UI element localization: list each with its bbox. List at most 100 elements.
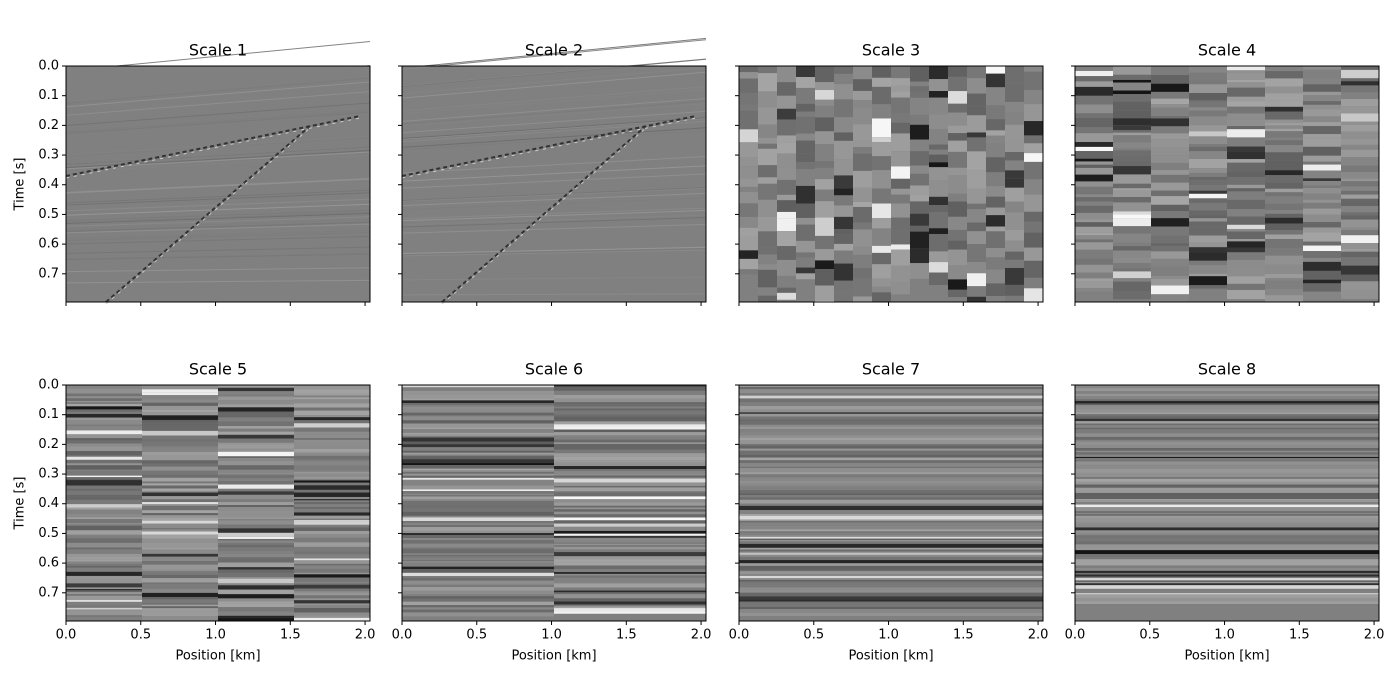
texture [1227, 252, 1265, 255]
y-tick-label: 0.0 [38, 59, 59, 74]
texture [1075, 472, 1379, 478]
texture [66, 523, 142, 525]
texture [294, 385, 370, 390]
texture [1075, 429, 1379, 434]
texture [1303, 208, 1341, 215]
y-tick-label: 0.2 [38, 437, 59, 452]
texture [294, 507, 370, 509]
texture [218, 488, 294, 492]
texture [853, 206, 872, 223]
texture [66, 496, 142, 500]
texture [554, 604, 706, 607]
texture [554, 477, 706, 479]
texture [66, 605, 142, 608]
texture [142, 401, 218, 403]
texture [402, 496, 554, 500]
texture [66, 518, 142, 524]
texture [1113, 271, 1151, 279]
texture [401, 293, 707, 296]
texture [218, 491, 294, 495]
texture [1024, 153, 1043, 162]
texture [891, 217, 910, 231]
texture [1075, 117, 1113, 128]
texture [218, 396, 294, 401]
texture [739, 427, 1043, 429]
axes-frame [401, 65, 707, 303]
texture [1265, 152, 1303, 161]
texture [853, 201, 872, 207]
texture [1113, 218, 1151, 227]
texture [402, 441, 554, 445]
texture [1151, 155, 1189, 163]
texture [739, 78, 758, 94]
texture [554, 469, 706, 472]
texture [834, 132, 853, 141]
texture [294, 482, 370, 486]
texture [1075, 527, 1379, 531]
texture [1265, 86, 1303, 94]
texture [402, 533, 554, 536]
texture [1341, 215, 1379, 220]
texture [834, 117, 853, 133]
texture [402, 403, 554, 406]
texture [1189, 172, 1227, 177]
texture [986, 269, 1005, 284]
texture [66, 398, 142, 401]
texture [401, 215, 707, 227]
x-axis-label: Position [km] [1184, 649, 1269, 664]
texture [739, 157, 758, 167]
texture [1113, 166, 1151, 175]
texture [758, 269, 777, 288]
texture [66, 535, 142, 539]
texture [1303, 84, 1341, 92]
texture [1075, 590, 1379, 594]
texture [1189, 107, 1227, 111]
panel-title: Scale 5 [189, 360, 247, 379]
texture [1113, 281, 1151, 292]
texture [142, 470, 218, 475]
texture [401, 117, 707, 140]
texture [1303, 222, 1341, 228]
texture [218, 569, 294, 573]
texture [1341, 113, 1379, 122]
texture [1303, 241, 1341, 246]
texture [1075, 249, 1113, 259]
texture [218, 414, 294, 418]
texture [554, 530, 706, 534]
texture [739, 406, 1043, 410]
texture [853, 278, 872, 297]
texture [739, 186, 758, 193]
texture [739, 541, 1043, 543]
texture [66, 411, 142, 414]
texture [554, 509, 706, 512]
texture [554, 393, 706, 395]
texture [402, 577, 554, 581]
texture [1075, 264, 1113, 273]
texture [777, 211, 796, 219]
texture [929, 91, 948, 98]
texture [402, 526, 554, 531]
texture [554, 608, 706, 612]
texture [1341, 131, 1379, 139]
texture [218, 457, 294, 461]
texture [1075, 441, 1379, 446]
texture [739, 437, 1043, 441]
texture [758, 264, 777, 270]
texture [1075, 570, 1379, 573]
texture [1075, 436, 1379, 440]
texture [739, 416, 1043, 420]
texture [1113, 211, 1151, 215]
texture [967, 273, 986, 287]
texture [554, 565, 706, 570]
texture [853, 187, 872, 202]
texture [142, 488, 218, 491]
texture [910, 114, 929, 125]
texture [1113, 130, 1151, 133]
texture [65, 77, 371, 104]
texture [66, 459, 142, 464]
texture [554, 466, 706, 470]
texture [1265, 160, 1303, 171]
x-tick-label: 1.0 [878, 628, 899, 643]
texture [986, 73, 1005, 88]
texture [402, 543, 554, 548]
